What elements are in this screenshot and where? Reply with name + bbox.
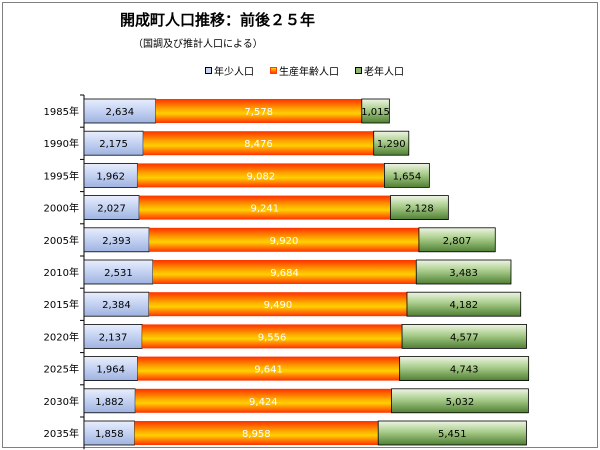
data-label-young: 2,531: [104, 268, 133, 279]
data-label-old: 5,032: [446, 397, 475, 408]
bar-old: [377, 420, 527, 446]
legend-label-old: 老年人口: [364, 67, 404, 78]
data-label-working: 9,490: [264, 300, 293, 311]
legend-swatch-working: [270, 67, 277, 74]
data-label-old: 3,483: [449, 268, 478, 279]
bar-working: [137, 163, 385, 188]
bar-old: [401, 323, 527, 349]
data-label-working: 9,556: [258, 332, 287, 343]
data-label-working: 9,641: [254, 365, 283, 376]
data-label-old: 4,182: [450, 300, 479, 311]
bar-young: [83, 323, 143, 349]
bar-young: [83, 98, 157, 124]
data-label-young: 2,384: [102, 300, 131, 311]
bar-old: [418, 227, 496, 253]
bar-old: [361, 98, 390, 124]
bar-working: [142, 324, 403, 349]
data-label-young: 2,027: [97, 204, 126, 215]
data-label-old: 4,577: [450, 332, 479, 343]
bar-young: [83, 227, 150, 253]
data-label-old: 4,743: [450, 365, 479, 376]
legend-label-young: 年少人口: [214, 67, 254, 78]
legend-label-working: 生産年齢人口: [279, 67, 339, 78]
legend-item-young: 年少人口: [205, 63, 254, 78]
bar-young: [83, 420, 135, 446]
legend-item-old: 老年人口: [355, 63, 404, 78]
data-label-working: 7,578: [244, 107, 273, 118]
data-label-working: 9,241: [250, 204, 279, 215]
category-label: 2000年: [44, 202, 79, 215]
bar-old: [406, 291, 522, 317]
data-label-working: 8,476: [244, 139, 273, 150]
bar-working: [155, 99, 362, 123]
data-label-old: 1,654: [393, 171, 422, 182]
bar-young: [83, 259, 154, 285]
bar-old: [391, 388, 529, 414]
bar-old: [390, 195, 449, 221]
category-label: 1985年: [44, 105, 79, 118]
category-label: 2035年: [44, 427, 79, 440]
category-label: 2005年: [44, 234, 79, 247]
bar-old: [383, 162, 430, 188]
data-label-young: 2,175: [99, 139, 128, 150]
bar-young: [83, 291, 150, 317]
category-label: 2030年: [44, 395, 79, 408]
bar-working: [135, 388, 392, 413]
data-label-working: 9,920: [270, 236, 299, 247]
category-label: 2020年: [44, 330, 79, 343]
data-label-old: 2,807: [443, 236, 472, 247]
bar-working: [148, 292, 407, 317]
bar-young: [83, 195, 140, 221]
bar-young: [83, 388, 136, 414]
category-label: 1995年: [44, 169, 79, 182]
data-label-young: 2,137: [99, 332, 128, 343]
data-label-young: 1,858: [95, 429, 124, 440]
bar-old: [399, 356, 530, 382]
data-label-old: 2,128: [405, 204, 434, 215]
data-label-working: 8,958: [242, 429, 271, 440]
bar-old: [415, 259, 512, 285]
bar-old: [373, 130, 410, 156]
data-label-young: 1,964: [96, 365, 125, 376]
category-label: 2010年: [44, 266, 79, 279]
bar-young: [83, 162, 138, 188]
data-label-working: 9,684: [270, 268, 299, 279]
data-label-young: 1,962: [96, 171, 125, 182]
data-label-working: 9,082: [247, 171, 276, 182]
data-label-old: 5,451: [438, 429, 467, 440]
legend-swatch-old: [355, 67, 362, 74]
category-label: 1990年: [44, 137, 79, 150]
chart-title: 開成町人口推移：前後２５年: [120, 11, 316, 29]
data-label-working: 9,424: [249, 397, 278, 408]
bar-working: [152, 260, 417, 284]
legend-item-working: 生産年齢人口: [270, 63, 339, 78]
data-label-young: 2,393: [102, 236, 131, 247]
data-label-young: 1,882: [95, 397, 124, 408]
category-label: 2025年: [44, 363, 79, 376]
bar-working: [139, 195, 391, 220]
bar-working: [143, 131, 374, 156]
chart-subtitle: （国調及び推計人口による）: [133, 39, 263, 50]
bar-working: [134, 421, 379, 445]
data-label-young: 2,634: [106, 107, 135, 118]
legend-swatch-young: [205, 67, 212, 74]
chart-legend: 年少人口 生産年齢人口 老年人口: [205, 63, 404, 78]
bar-working: [137, 356, 400, 381]
data-label-old: 1,015: [361, 107, 390, 118]
data-label-old: 1,290: [377, 139, 406, 150]
category-label: 2015年: [44, 298, 79, 311]
bar-working: [149, 227, 419, 252]
